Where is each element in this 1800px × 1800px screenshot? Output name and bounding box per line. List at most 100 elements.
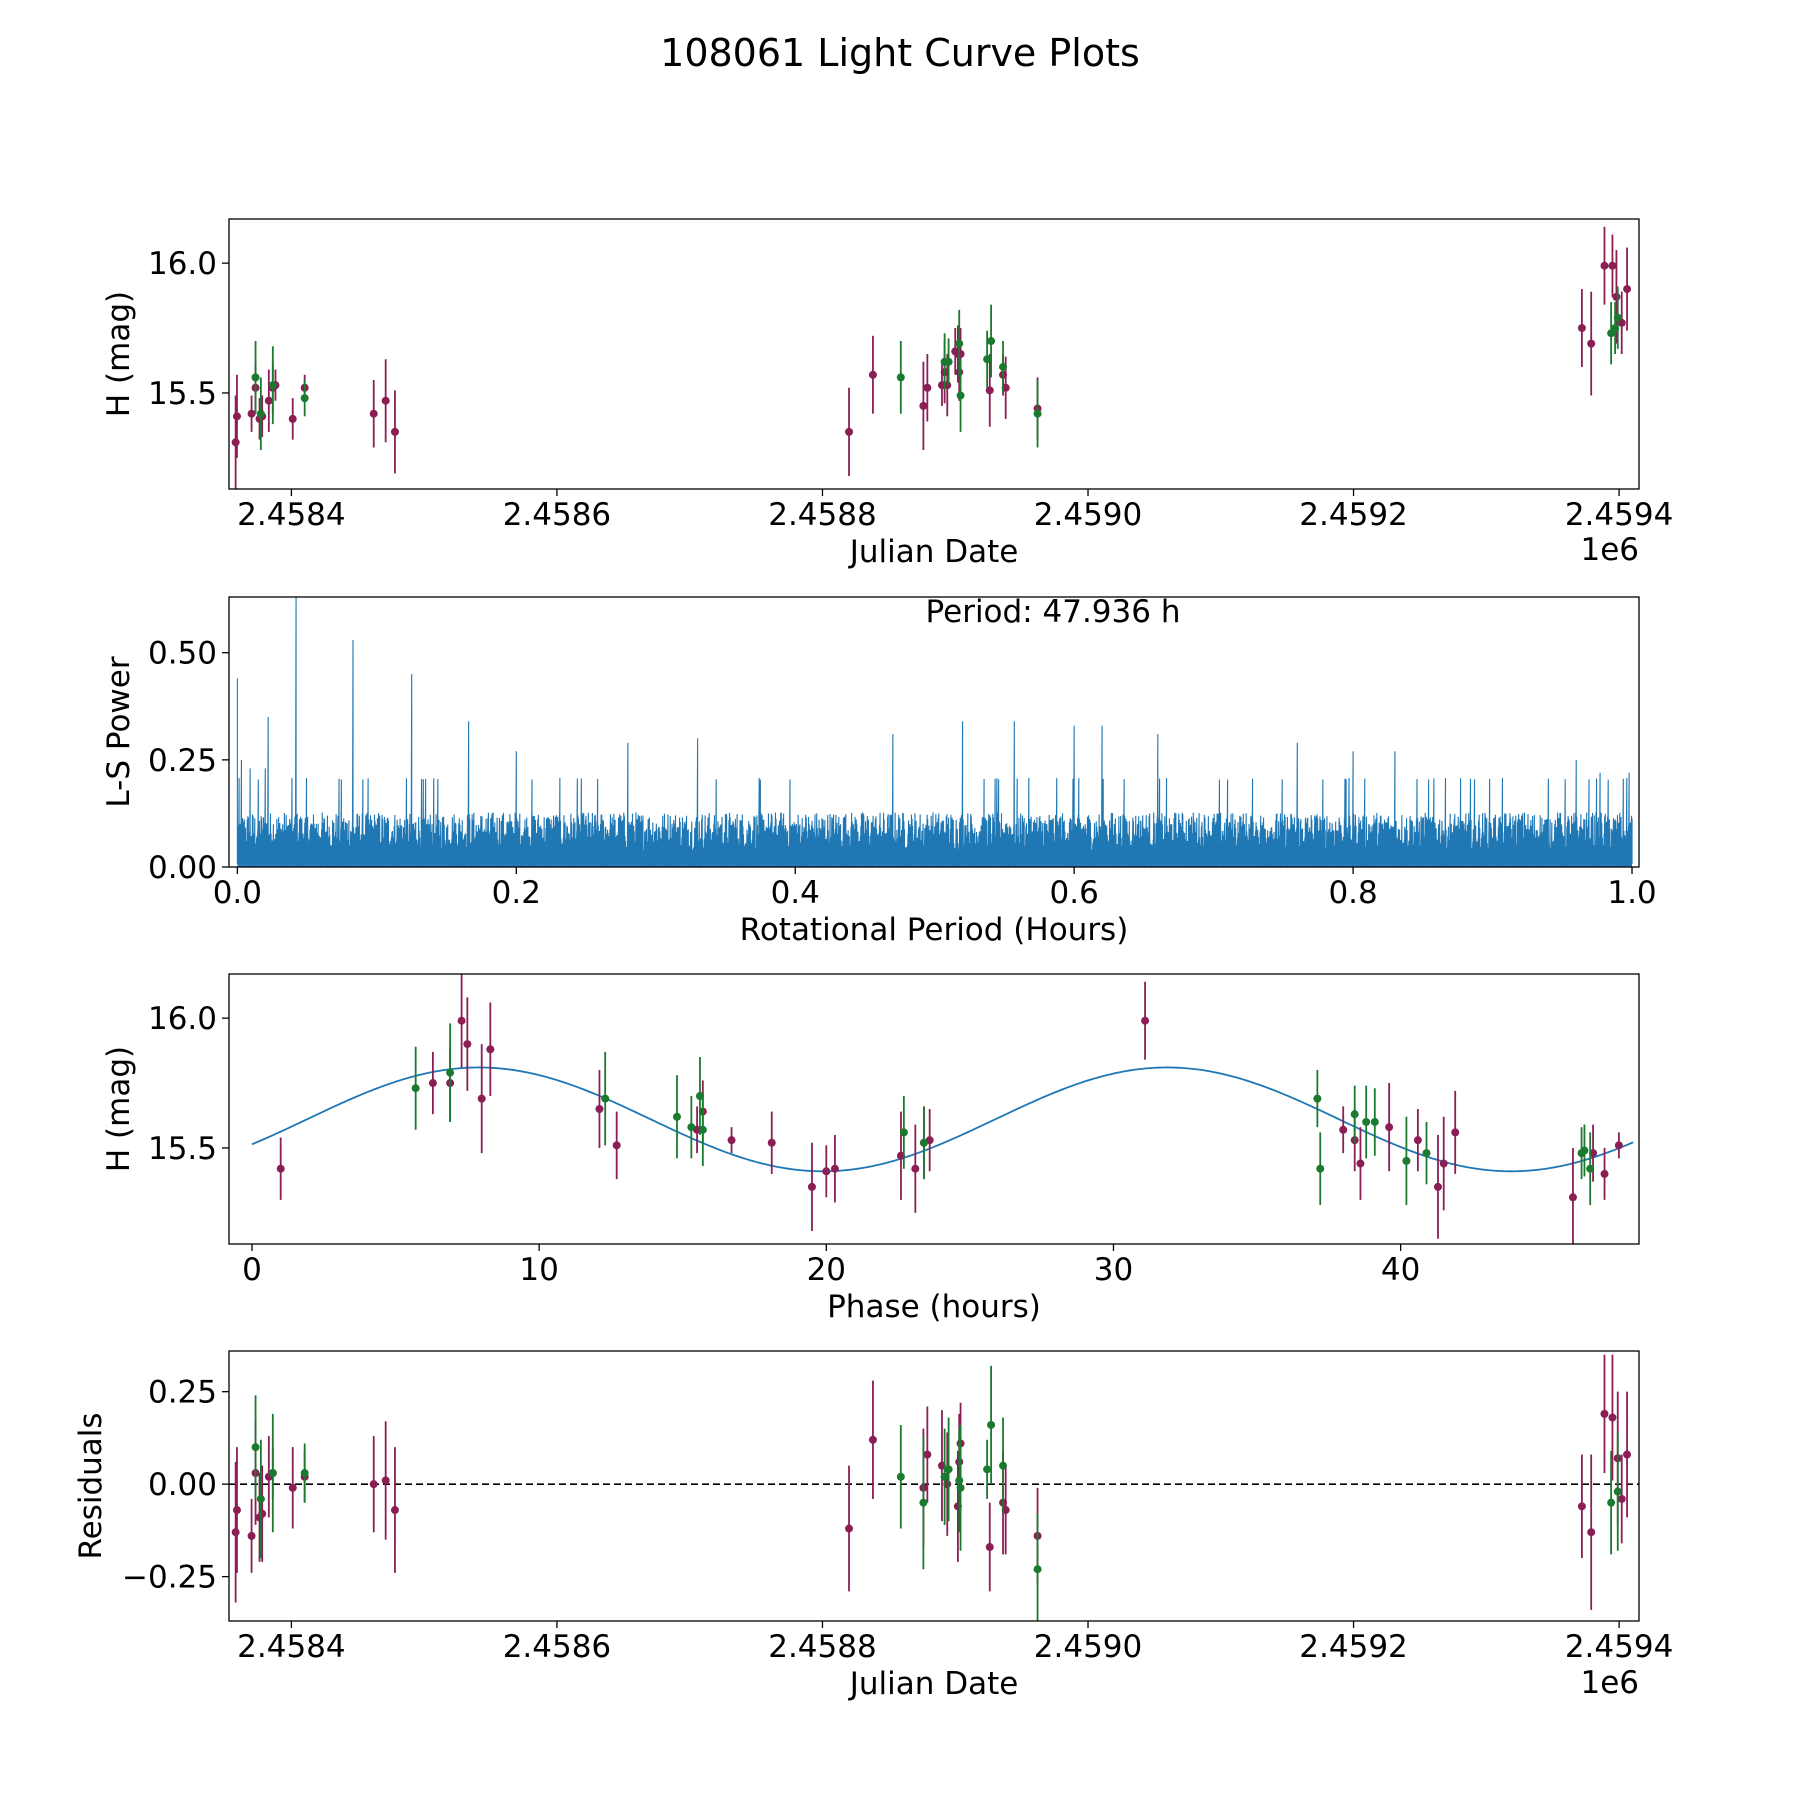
phased-xtick-label: 20 [807, 1252, 846, 1288]
phased-point-g [899, 1128, 908, 1137]
residuals-ytick-label: 0.00 [148, 1467, 217, 1503]
periodogram-power-series [236, 597, 1633, 867]
phased-ylabel: H (mag) [101, 1046, 137, 1172]
periodogram-xtick-label: 0.4 [771, 875, 820, 911]
residuals-xtick-label: 2.4594 [1565, 1629, 1673, 1665]
lightcurve-xtick-label: 2.4586 [503, 497, 611, 533]
residuals-xtick-label: 2.4584 [237, 1629, 345, 1665]
lightcurve-point-g [256, 409, 265, 418]
residuals-point-g [987, 1420, 996, 1429]
residuals-point-r [923, 1450, 932, 1459]
phased-point-r [595, 1105, 604, 1113]
lightcurve-point-r [1600, 261, 1609, 270]
residuals-point-g [955, 1476, 964, 1485]
residuals-frame [228, 1350, 1640, 1622]
phased-point-r [1141, 1016, 1150, 1025]
lightcurve-ylabel: H (mag) [101, 291, 137, 417]
lightcurve-point-g [300, 394, 309, 403]
lightcurve-point-r [868, 370, 877, 379]
lightcurve-point-r [985, 386, 994, 395]
residuals-point-r [868, 1435, 877, 1444]
phased-point-g [1350, 1110, 1359, 1119]
lightcurve-xtick-label: 2.4584 [237, 497, 345, 533]
lightcurve-xlabel: Julian Date [848, 534, 1019, 570]
lightcurve-offset-label: 1e6 [1580, 532, 1639, 568]
period-annotation: Period: 47.936 h [926, 594, 1181, 630]
residuals-point-r [232, 1506, 241, 1515]
residuals-point-g [919, 1498, 928, 1507]
phased-xlabel: Phase (hours) [827, 1289, 1041, 1325]
residuals-point-g [896, 1472, 905, 1481]
lightcurve-axes: 2.4584 2.4586 2.4588 2.4590 2.4592 2.4594 15.5… [148, 246, 1673, 533]
lightcurve-point-r [1587, 339, 1596, 348]
residuals-point-r [369, 1480, 378, 1489]
residuals-ylabel: Residuals [73, 1412, 109, 1559]
periodogram-ytick-label: 0.25 [148, 743, 217, 779]
residuals-point-r [1600, 1409, 1609, 1418]
periodogram-xlabel: Rotational Period (Hours) [740, 912, 1129, 948]
phased-point-g [1422, 1149, 1431, 1158]
residuals-point-r [1577, 1502, 1586, 1511]
residuals-point-g [940, 1472, 949, 1481]
periodogram-ylabel: L-S Power [101, 656, 137, 807]
phased-point-r [822, 1167, 831, 1176]
residuals-point-r [1617, 1494, 1626, 1503]
residuals-xtick-label: 2.4590 [1034, 1629, 1142, 1665]
phased-point-r [1356, 1159, 1365, 1168]
periodogram-xtick-label: 0.6 [1050, 875, 1099, 911]
residuals-point-g [956, 1483, 965, 1492]
periodogram-ytick-label: 0.00 [148, 850, 217, 886]
residuals-axes: 2.4584 2.4586 2.4588 2.4590 2.4592 2.4594 −0.2… [122, 1375, 1673, 1665]
phased-point-r [1339, 1125, 1348, 1134]
residuals-point-r [231, 1528, 240, 1537]
lightcurve-point-r [1612, 292, 1621, 301]
lightcurve-xtick-label: 2.4588 [768, 497, 876, 533]
lightcurve-point-g [1613, 313, 1622, 322]
phased-point-r [612, 1141, 621, 1150]
lightcurve-point-r [381, 396, 390, 405]
phased-point-r [1614, 1141, 1623, 1150]
residuals-ytick-label: 0.25 [148, 1375, 217, 1411]
residuals-point-g [256, 1494, 265, 1503]
lightcurve-point-g [987, 337, 996, 346]
periodogram-frame [228, 596, 1640, 868]
lightcurve-point-r [231, 438, 240, 447]
phased-point-r [1385, 1123, 1394, 1132]
lightcurve-point-r [390, 427, 399, 436]
lightcurve-point-g [268, 381, 277, 390]
phased-xtick-label: 40 [1381, 1252, 1420, 1288]
lightcurve-data-layer [231, 226, 1632, 489]
phased-xtick-label: 10 [519, 1252, 558, 1288]
phased-panel: 0 10 20 30 40 15.5 16.0 Phase (hours) H (mag) [101, 973, 1640, 1325]
lightcurve-point-g [1033, 409, 1042, 418]
lightcurve-ytick-label: 16.0 [148, 246, 217, 282]
lightcurve-frame [228, 218, 1640, 490]
residuals-ytick-label: −0.25 [122, 1560, 217, 1596]
residuals-offset-label: 1e6 [1580, 1665, 1639, 1701]
lightcurve-ytick-label: 15.5 [148, 376, 217, 412]
periodogram-ytick-label: 0.50 [148, 636, 217, 672]
lightcurve-point-r [1577, 324, 1586, 333]
lightcurve-point-g [896, 373, 905, 382]
lightcurve-panel: 2.4584 2.4586 2.4588 2.4590 2.4592 2.4594 15.5… [101, 218, 1673, 570]
residuals-point-r [390, 1506, 399, 1515]
residuals-point-r [1623, 1450, 1632, 1459]
lightcurve-point-g [944, 357, 953, 366]
phased-axes: 0 10 20 30 40 15.5 16.0 [148, 1001, 1420, 1288]
phased-point-r [1600, 1169, 1609, 1178]
periodogram-xtick-label: 0.2 [492, 875, 541, 911]
lightcurve-point-g [956, 391, 965, 400]
phased-point-r [477, 1094, 486, 1103]
phased-point-g [1370, 1117, 1379, 1126]
phased-xtick-label: 0 [242, 1252, 262, 1288]
lightcurve-point-g [983, 355, 992, 364]
residuals-point-r [1608, 1413, 1617, 1422]
phased-point-r [1568, 1193, 1577, 1202]
residuals-point-r [845, 1524, 854, 1533]
residuals-data-layer [229, 1354, 1639, 1621]
phased-point-r [807, 1182, 816, 1191]
residuals-xtick-label: 2.4588 [768, 1629, 876, 1665]
residuals-xtick-label: 2.4592 [1299, 1629, 1407, 1665]
phased-point-g [1402, 1156, 1411, 1165]
